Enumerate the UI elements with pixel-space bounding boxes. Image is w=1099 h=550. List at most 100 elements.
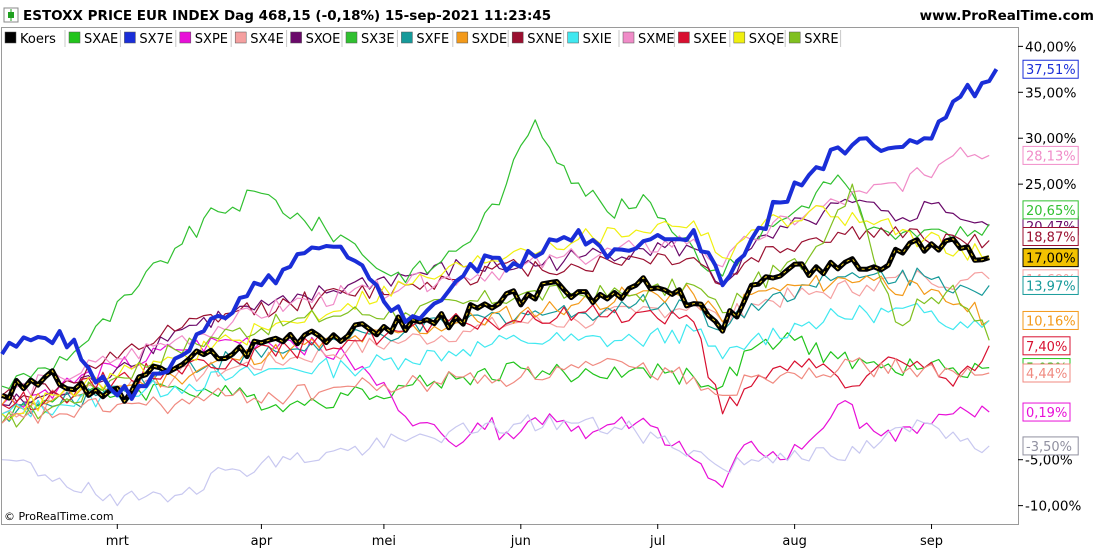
legend-label: SXOE [306, 32, 341, 47]
series-line-sx3e [1, 119, 990, 390]
value-tag-sxee: 7,40% [1022, 336, 1071, 356]
series-line-sxpe [1, 336, 990, 488]
value-tag-label: 13,97% [1026, 279, 1076, 294]
site-url[interactable]: www.ProRealTime.com [920, 8, 1094, 24]
series-line-sxne [1, 226, 990, 402]
y-tick-label: 30,00% [1025, 131, 1077, 147]
legend-label: SXNE [527, 32, 562, 47]
legend-item-sxde[interactable]: SXDE [456, 30, 509, 47]
legend-label: SXIE [583, 32, 612, 47]
value-tag-label: 7,40% [1026, 340, 1067, 355]
value-tag-box [1022, 336, 1071, 356]
value-tag-label: 0,19% [1026, 406, 1067, 421]
chart-title: ESTOXX PRICE EUR INDEX Dag 468,15 (-0,18… [23, 8, 551, 24]
watermark: © ProRealTime.com [4, 510, 114, 523]
legend-item-sxie[interactable]: SXIE [567, 30, 620, 47]
legend-item-sx3e[interactable]: SX3E [345, 30, 398, 47]
legend-label: SXME [638, 32, 675, 47]
legend-item-sxae[interactable]: SXAE [68, 30, 121, 47]
value-tag-sxfe: 13,97% [1022, 275, 1079, 295]
y-tick-label: -10,00% [1025, 499, 1082, 515]
value-tag-box [1022, 227, 1079, 247]
x-tick-label: mei [372, 534, 396, 549]
series-line-sxme [1, 146, 990, 396]
value-tag-box [1022, 402, 1071, 422]
legend-label: Koers [20, 32, 56, 47]
legend-item-koers[interactable]: Koers [4, 30, 66, 47]
series-line-koers-overlay [1, 238, 990, 403]
series-line-sxde [1, 274, 990, 410]
value-tag-label: 4,44% [1026, 367, 1067, 382]
plot-frame [1, 27, 1019, 525]
legend-item-sxfe[interactable]: SXFE [401, 30, 454, 47]
value-tag-box [1022, 145, 1079, 165]
legend-item-sxpe[interactable]: SXPE [179, 30, 232, 47]
x-tick-label: aug [782, 534, 806, 549]
value-tag-label: 28,13% [1026, 149, 1076, 164]
value-tag-koers: 17,00% [1022, 248, 1079, 268]
series-layer [0, 68, 999, 507]
legend-label: SX3E [361, 32, 395, 47]
legend-label: SXFE [416, 32, 449, 47]
legend-item-sxre[interactable]: SXRE [788, 30, 842, 47]
legend-item-sxme[interactable]: SXME [622, 30, 675, 47]
series-line-sx7e [0, 68, 999, 401]
legend-swatch [179, 31, 192, 44]
value-tags: 17,00%5,03%37,51%0,19%14,69%20,47%20,65%… [1022, 59, 1079, 456]
x-tick-label: mrt [106, 534, 129, 549]
value-tag-box [1022, 200, 1079, 220]
x-axis: mrt apr mei jun jul aug sep [106, 524, 943, 549]
y-tick-label: 40,00% [1025, 39, 1077, 55]
legend-bg [2, 28, 1016, 48]
series-line-sxee [1, 304, 990, 415]
legend-item-sxee[interactable]: SXEE [678, 30, 731, 47]
x-tick-label: apr [251, 534, 273, 549]
series-line-sxre [1, 183, 990, 428]
value-tag-label: 18,87% [1026, 231, 1076, 246]
x-tick-label: jun [510, 534, 531, 549]
value-tag-unnamed-16: -3,50% [1022, 436, 1079, 456]
series-line-unnamed-16 [1, 414, 990, 507]
value-tag-box [1022, 275, 1079, 295]
value-tag-box [1022, 310, 1079, 330]
legend-item-sxoe[interactable]: SXOE [290, 30, 343, 47]
series-line-sx4e [1, 269, 990, 418]
legend-swatch [290, 31, 302, 44]
value-tag-sxne: 18,87% [1022, 227, 1079, 247]
legend-item-sx4e[interactable]: SX4E [234, 30, 288, 47]
legend-swatch [567, 31, 579, 44]
series-line-unnamed-15 [1, 357, 990, 424]
legend-label: SXEE [693, 32, 727, 47]
series-line-sxie [1, 303, 990, 418]
legend-item-sx7e[interactable]: SX7E [124, 30, 177, 47]
legend-swatch [622, 31, 635, 44]
legend-label: SXQE [749, 32, 785, 47]
legend-swatch [456, 31, 469, 44]
candle-icon-body [8, 12, 14, 18]
value-tag-box [1022, 59, 1079, 79]
legend-label: SX7E [139, 32, 173, 47]
value-tag-box [1022, 436, 1079, 456]
y-axis: 40,00% 35,00% 30,00% 25,00% -5,00% -10,00% [1018, 39, 1082, 515]
legend-swatch [124, 31, 136, 44]
legend-item-sxne[interactable]: SXNE [511, 30, 565, 47]
legend-label: SX4E [250, 32, 284, 47]
chart-header: ESTOXX PRICE EUR INDEX Dag 468,15 (-0,18… [3, 7, 1094, 24]
series-line-sxqe [1, 205, 990, 421]
value-tag-label: 20,65% [1026, 204, 1076, 219]
x-tick-label: jul [649, 534, 665, 549]
value-tag-box [1022, 363, 1071, 383]
legend-label: SXDE [472, 32, 507, 47]
legend-item-sxqe[interactable]: SXQE [733, 30, 786, 47]
value-tag-sx3e: 20,65% [1022, 200, 1079, 220]
legend-swatch [68, 31, 81, 44]
value-tag-sx7e: 37,51% [1022, 59, 1079, 79]
legend-swatch [678, 31, 690, 44]
value-tag-label: 17,00% [1026, 252, 1076, 267]
legend-label: SXRE [804, 32, 838, 47]
legend-swatch [4, 31, 17, 44]
legend-swatch [401, 31, 413, 44]
legend-label: SXPE [195, 32, 228, 47]
